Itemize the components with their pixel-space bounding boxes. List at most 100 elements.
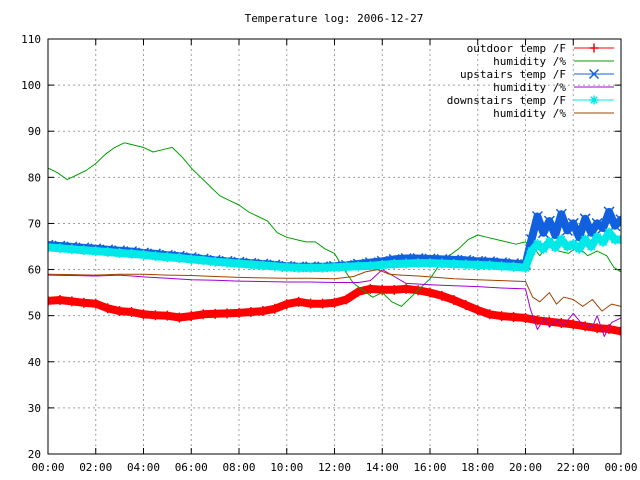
data-point bbox=[598, 236, 609, 247]
x-tick-label: 08:00 bbox=[222, 461, 255, 474]
data-point bbox=[150, 251, 161, 262]
data-point bbox=[579, 213, 591, 225]
x-tick-label: 06:00 bbox=[175, 461, 208, 474]
y-tick-label: 110 bbox=[21, 33, 41, 46]
chart-title: Temperature log: 2006-12-27 bbox=[245, 12, 424, 25]
data-point bbox=[425, 258, 435, 269]
y-tick-label: 100 bbox=[21, 79, 41, 92]
legend-label: upstairs temp /F bbox=[460, 68, 566, 81]
data-point bbox=[114, 247, 125, 258]
data-point bbox=[520, 262, 531, 273]
data-point bbox=[616, 326, 621, 337]
x-tick-label: 20:00 bbox=[509, 461, 542, 474]
x-tick-label: 00:00 bbox=[31, 461, 64, 474]
data-point bbox=[604, 227, 615, 238]
data-point bbox=[365, 260, 376, 271]
legend-label: humidity /% bbox=[493, 55, 566, 68]
data-point bbox=[556, 234, 567, 245]
data-point bbox=[389, 284, 400, 295]
data-point bbox=[174, 253, 185, 264]
data-point bbox=[329, 262, 340, 273]
data-point bbox=[544, 236, 555, 247]
data-point bbox=[526, 246, 537, 257]
data-point bbox=[269, 261, 280, 272]
legend-label: downstairs temp /F bbox=[447, 94, 566, 107]
y-tick-label: 40 bbox=[28, 356, 41, 369]
y-tick-label: 70 bbox=[28, 217, 41, 230]
data-point bbox=[484, 309, 495, 320]
data-point bbox=[615, 214, 621, 226]
x-tick-label: 16:00 bbox=[413, 461, 446, 474]
data-point bbox=[198, 309, 209, 320]
data-point bbox=[520, 312, 531, 323]
x-axis-ticks: 00:00 02:00 04:00 06:00 08:00 10:00 12:00 14:00… bbox=[31, 39, 638, 474]
data-point bbox=[532, 239, 543, 250]
series-5 bbox=[48, 227, 621, 273]
data-point bbox=[413, 258, 424, 269]
data-point bbox=[508, 261, 519, 272]
data-point bbox=[138, 249, 149, 260]
data-point bbox=[281, 299, 292, 310]
data-point bbox=[562, 241, 573, 252]
data-point bbox=[257, 260, 268, 271]
data-point bbox=[448, 259, 459, 270]
data-point bbox=[588, 68, 600, 80]
x-tick-label: 00:00 bbox=[604, 461, 637, 474]
data-point bbox=[186, 254, 197, 265]
data-point bbox=[66, 244, 77, 255]
data-point bbox=[353, 286, 364, 297]
x-tick-label: 02:00 bbox=[79, 461, 112, 474]
data-point bbox=[436, 290, 447, 301]
data-point bbox=[603, 206, 615, 218]
data-point bbox=[496, 311, 507, 322]
data-point bbox=[257, 306, 268, 317]
data-point bbox=[436, 258, 447, 269]
data-point bbox=[293, 296, 304, 307]
data-point bbox=[317, 298, 328, 309]
data-point bbox=[592, 232, 603, 243]
data-point bbox=[460, 259, 471, 270]
data-point bbox=[567, 217, 579, 229]
data-point bbox=[484, 260, 495, 271]
series-line bbox=[48, 269, 621, 312]
data-point bbox=[102, 303, 113, 314]
data-point bbox=[472, 259, 483, 270]
data-point bbox=[222, 308, 233, 319]
data-point bbox=[574, 243, 585, 254]
data-point bbox=[317, 262, 328, 273]
data-point bbox=[54, 243, 65, 254]
x-tick-label: 14:00 bbox=[366, 461, 399, 474]
data-point bbox=[555, 208, 567, 220]
data-point bbox=[604, 324, 615, 335]
data-point bbox=[550, 242, 561, 253]
x-tick-label: 04:00 bbox=[127, 461, 160, 474]
series-layer bbox=[48, 142, 621, 337]
y-tick-label: 80 bbox=[28, 171, 41, 184]
data-point bbox=[401, 258, 412, 269]
y-tick-label: 30 bbox=[28, 402, 41, 415]
data-point bbox=[186, 311, 197, 322]
data-point bbox=[580, 234, 591, 245]
data-point bbox=[54, 294, 65, 305]
data-point bbox=[365, 283, 376, 294]
legend-label: humidity /% bbox=[493, 107, 566, 120]
data-point bbox=[589, 95, 599, 105]
data-point bbox=[210, 256, 221, 267]
y-tick-label: 90 bbox=[28, 125, 41, 138]
series-4 bbox=[48, 269, 621, 337]
data-point bbox=[305, 262, 316, 273]
data-point bbox=[90, 246, 101, 257]
y-tick-label: 20 bbox=[28, 448, 41, 461]
data-point bbox=[138, 309, 149, 320]
data-point bbox=[234, 307, 244, 318]
data-point bbox=[162, 310, 173, 321]
legend-label: outdoor temp /F bbox=[467, 42, 566, 55]
data-point bbox=[234, 258, 244, 269]
data-point bbox=[448, 294, 459, 305]
data-point bbox=[269, 303, 280, 314]
data-point bbox=[341, 294, 352, 305]
data-point bbox=[568, 319, 579, 330]
data-point bbox=[589, 43, 599, 53]
